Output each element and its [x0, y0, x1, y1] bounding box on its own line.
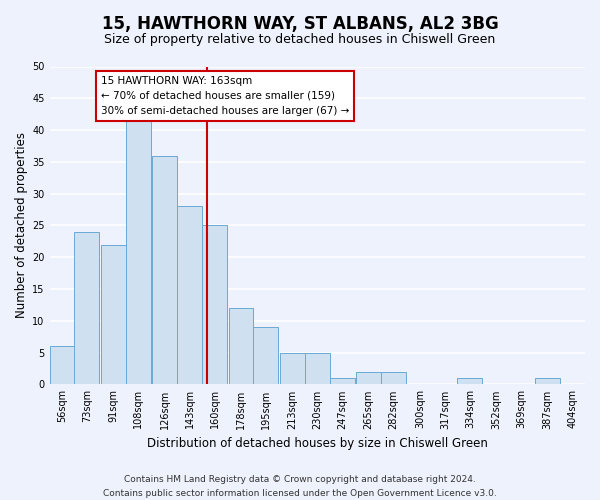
Y-axis label: Number of detached properties: Number of detached properties	[15, 132, 28, 318]
Text: 15 HAWTHORN WAY: 163sqm
← 70% of detached houses are smaller (159)
30% of semi-d: 15 HAWTHORN WAY: 163sqm ← 70% of detache…	[101, 76, 349, 116]
Text: Contains HM Land Registry data © Crown copyright and database right 2024.
Contai: Contains HM Land Registry data © Crown c…	[103, 476, 497, 498]
Bar	[74, 232, 100, 384]
Bar	[330, 378, 355, 384]
Bar	[457, 378, 482, 384]
Bar	[202, 226, 227, 384]
Bar	[152, 156, 177, 384]
Bar	[381, 372, 406, 384]
Bar	[126, 118, 151, 384]
Bar	[50, 346, 74, 385]
Bar	[177, 206, 202, 384]
Bar	[305, 352, 330, 384]
Bar	[535, 378, 560, 384]
Bar	[101, 244, 126, 384]
Bar	[253, 327, 278, 384]
Bar	[280, 352, 305, 384]
Bar	[229, 308, 253, 384]
Bar	[356, 372, 381, 384]
Text: Size of property relative to detached houses in Chiswell Green: Size of property relative to detached ho…	[104, 32, 496, 46]
Text: 15, HAWTHORN WAY, ST ALBANS, AL2 3BG: 15, HAWTHORN WAY, ST ALBANS, AL2 3BG	[101, 15, 499, 33]
X-axis label: Distribution of detached houses by size in Chiswell Green: Distribution of detached houses by size …	[147, 437, 488, 450]
